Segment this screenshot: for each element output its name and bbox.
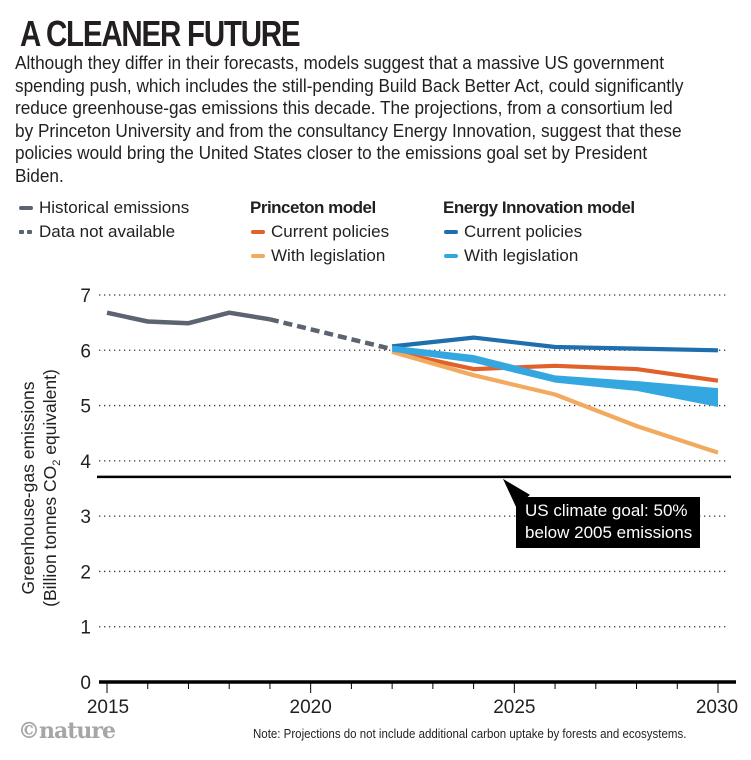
legend-label-historical: Historical emissions [39, 198, 190, 217]
y-tick-label-6: 6 [80, 341, 91, 362]
series-princeton-current [391, 349, 719, 383]
legend-label-princeton-current: Current policies [271, 222, 390, 241]
y-tick-label-3: 3 [80, 507, 91, 528]
x-tick-label-2015: 2015 [87, 697, 129, 718]
legend-heading-princeton: Princeton model [250, 198, 376, 217]
legend-item-historical: Historical emissions [18, 196, 189, 220]
legend-swatch-princeton-legislation [251, 254, 265, 258]
legend-swatch-historical [19, 206, 33, 210]
legend-item-princeton-legislation: With legislation [250, 244, 389, 268]
legend-label-not-available: Data not available [39, 222, 176, 241]
x-tick-label-2020: 2020 [290, 697, 332, 718]
y-tick-label-4: 4 [80, 452, 91, 473]
legend-swatch-ei-legislation [444, 254, 458, 258]
legend-swatch-princeton-current [251, 230, 265, 234]
legend-ei-group: Energy Innovation model Current policies… [443, 196, 635, 268]
legend-swatch-dashed [19, 230, 33, 234]
y-tick-label-7: 7 [80, 286, 91, 307]
series-ei-legislation [392, 345, 718, 407]
legend-heading-ei: Energy Innovation model [443, 198, 635, 217]
y-axis-label-group: Greenhouse-gas emissions (Billion tonnes … [18, 369, 63, 607]
x-tick-label-2025: 2025 [493, 697, 535, 718]
legend-item-ei-legislation: With legislation [443, 244, 635, 268]
legend-label-ei-current: Current policies [464, 222, 583, 241]
x-tick-label-2030: 2030 [696, 697, 738, 718]
series-group [106, 310, 719, 455]
series-princeton-legislation [391, 349, 719, 455]
y-axis-label-line1: Greenhouse-gas emissions [18, 381, 38, 594]
x-axis: 2015 2020 2025 2030 [87, 680, 738, 718]
goal-annotation-line2: below 2005 emissions [525, 523, 693, 542]
legend-label-princeton-legislation: With legislation [271, 246, 386, 265]
chart-title: A CLEANER FUTURE [20, 13, 301, 54]
legend-historical-group: Historical emissions Data not available [18, 196, 189, 244]
legend-princeton-group: Princeton model Current policies With le… [250, 196, 389, 268]
goal-annotation-line1: US climate goal: 50% [525, 501, 688, 520]
legend-swatch-ei-current [444, 230, 458, 234]
legend-item-ei-current: Current policies [443, 220, 635, 244]
footnote: Note: Projections do not include additio… [253, 727, 687, 741]
y-tick-label-0: 0 [80, 673, 91, 694]
chart-subtitle: Although they differ in their forecasts,… [15, 52, 684, 186]
series-historical [106, 310, 271, 326]
y-tick-labels: 0 1 2 3 4 5 6 7 [80, 286, 91, 694]
legend-label-ei-legislation: With legislation [464, 246, 579, 265]
y-tick-label-5: 5 [80, 397, 91, 418]
legend-item-princeton-current: Current policies [250, 220, 389, 244]
series-ei-current [391, 335, 719, 353]
series-historical-dashed [269, 317, 393, 352]
goal-annotation: US climate goal: 50% below 2005 emission… [516, 497, 701, 548]
nature-logo: ©nature [18, 718, 116, 744]
y-tick-label-2: 2 [80, 562, 91, 583]
y-axis-label-line2: (Billion tonnes CO2 equivalent) [40, 369, 63, 607]
y-tick-label-1: 1 [80, 618, 91, 639]
legend-item-not-available: Data not available [18, 220, 189, 244]
